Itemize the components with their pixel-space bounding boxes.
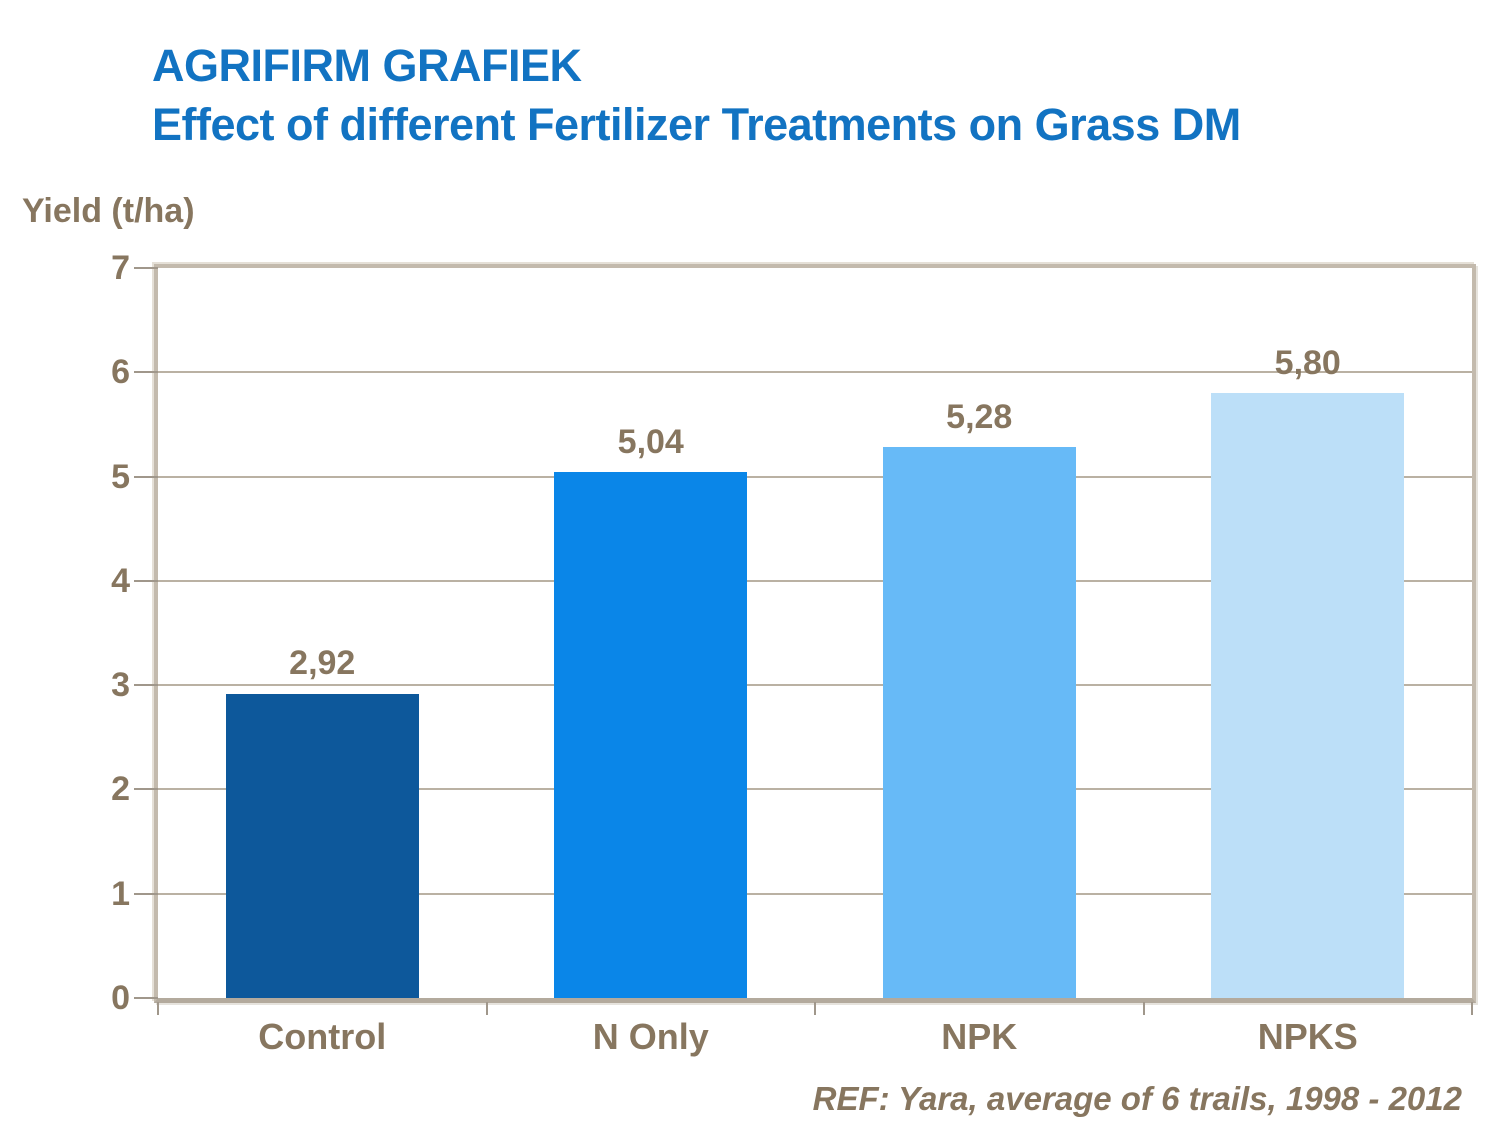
gridline bbox=[158, 892, 1472, 895]
bar-npk bbox=[882, 447, 1076, 998]
y-tick-label: 6 bbox=[111, 353, 130, 392]
gridline bbox=[158, 579, 1472, 582]
plot-area: 2,92 5,04 5,28 5,80 bbox=[154, 264, 1476, 1003]
y-axis-tick bbox=[134, 892, 158, 895]
bar-npks bbox=[1211, 393, 1405, 998]
y-axis-tick bbox=[134, 997, 158, 999]
y-axis-tick bbox=[134, 475, 158, 478]
x-category-label: NPKS bbox=[1257, 1016, 1358, 1057]
y-tick-label: 0 bbox=[111, 979, 130, 1017]
gridline bbox=[158, 788, 1472, 791]
chart-title-line1: AGRIFIRM GRAFIEK bbox=[152, 40, 582, 91]
chart-title-line2: Effect of different Fertilizer Treatment… bbox=[152, 99, 1241, 150]
y-axis-tick bbox=[134, 788, 158, 791]
x-axis-tick bbox=[1471, 1002, 1473, 1015]
x-category-label: Control bbox=[258, 1016, 387, 1057]
bar-value-label: 5,80 bbox=[1274, 344, 1341, 383]
y-tick-label: 4 bbox=[111, 561, 130, 600]
reference-note: REF: Yara, average of 6 trails, 1998 - 2… bbox=[812, 1080, 1462, 1117]
chart-title: AGRIFIRM GRAFIEK Effect of different Fer… bbox=[152, 36, 1241, 154]
y-axis-tick bbox=[134, 267, 158, 269]
y-tick-label: 1 bbox=[111, 874, 130, 913]
gridline bbox=[158, 684, 1472, 687]
x-axis-tick bbox=[1142, 1002, 1145, 1015]
x-axis-tick bbox=[814, 1002, 816, 1015]
y-tick-label: 7 bbox=[111, 249, 130, 287]
bar-value-label: 5,28 bbox=[946, 398, 1013, 437]
gridline bbox=[158, 475, 1472, 478]
y-tick-label: 3 bbox=[111, 666, 130, 705]
y-axis-tick bbox=[134, 371, 158, 374]
gridline bbox=[158, 371, 1472, 374]
x-category-label: NPK bbox=[941, 1016, 1018, 1057]
y-tick-label: 2 bbox=[111, 770, 130, 809]
y-axis-tick bbox=[134, 579, 158, 582]
x-axis-tick bbox=[485, 1002, 488, 1015]
x-category-label: N Only bbox=[592, 1016, 709, 1057]
bar-value-label: 2,92 bbox=[289, 644, 356, 683]
bar-value-label: 5,04 bbox=[617, 423, 684, 462]
y-axis-title: Yield (t/ha) bbox=[22, 192, 195, 230]
y-tick-label: 5 bbox=[111, 457, 130, 496]
bar-n-only bbox=[554, 472, 748, 998]
y-axis-tick bbox=[134, 684, 158, 687]
x-axis-tick bbox=[157, 1002, 159, 1015]
bar-control bbox=[225, 693, 419, 998]
